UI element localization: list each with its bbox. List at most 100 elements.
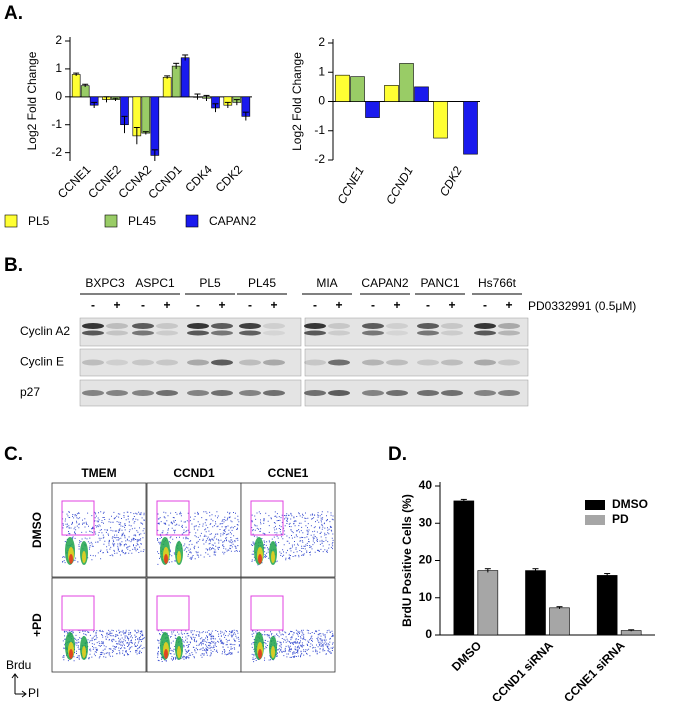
- treatment-sign: +: [393, 298, 400, 312]
- blot-band: [441, 390, 463, 396]
- blot-band: [211, 359, 233, 366]
- legend-swatch: [185, 214, 199, 228]
- flow-events: [251, 511, 334, 566]
- flow-gate: [250, 500, 284, 536]
- bar: [433, 101, 448, 139]
- bar: [463, 101, 478, 155]
- flow-frame: [51, 482, 147, 578]
- y-axis-label: Log2 Fold Change: [290, 52, 304, 151]
- x-tick-label: CDK2: [213, 162, 246, 195]
- y-tick-label: -1: [51, 117, 62, 131]
- blot-band: [441, 359, 463, 366]
- blot-band: [106, 390, 128, 396]
- blot-band: [441, 330, 463, 336]
- x-tick-label: CCND1: [145, 162, 184, 201]
- blot-band: [386, 359, 408, 366]
- flow-gate: [156, 595, 190, 631]
- blot-band: [132, 390, 154, 396]
- bar: [171, 65, 181, 98]
- flow-density: [177, 646, 181, 658]
- bar: [525, 570, 546, 636]
- flow-plot: [146, 482, 242, 578]
- blot-band: [498, 390, 520, 396]
- treatment-sign: -: [426, 298, 430, 312]
- bar: [384, 85, 399, 102]
- flow-density: [82, 551, 86, 563]
- blot-band: [132, 330, 154, 336]
- flow-density: [164, 649, 168, 659]
- blot-band: [187, 390, 209, 396]
- blot-band: [156, 359, 178, 366]
- x-tick-label: CDK2: [437, 164, 465, 199]
- flow-plot: [146, 577, 242, 673]
- blot-band: [156, 330, 178, 336]
- flow-gate: [250, 595, 284, 631]
- treatment-sign: +: [218, 298, 225, 312]
- legend-swatch: [104, 214, 118, 228]
- blot-band: [239, 323, 261, 329]
- cell-line-label: ASPC1: [135, 276, 175, 290]
- treatment-sign: +: [270, 298, 277, 312]
- flow-gate: [156, 500, 190, 536]
- blot-band: [304, 330, 326, 336]
- flow-y-axis-label: Brdu: [6, 658, 31, 672]
- x-tick-label: CDK4: [182, 162, 215, 195]
- treatment-sign: +: [113, 298, 120, 312]
- y-tick-label: 40: [419, 478, 433, 492]
- treatment-sign: -: [483, 298, 487, 312]
- blot-band: [211, 390, 233, 396]
- blot-band: [474, 390, 496, 396]
- flow-plot: [51, 577, 147, 673]
- treatment-sign: -: [248, 298, 252, 312]
- y-tick-label: 1: [55, 61, 62, 75]
- blot-band: [362, 359, 384, 366]
- blot-band: [328, 359, 350, 366]
- treatment-sign: +: [505, 298, 512, 312]
- flow-x-axis-label: PI: [28, 686, 39, 700]
- panel-label: D.: [388, 444, 407, 465]
- blot-band: [211, 323, 233, 329]
- bar: [335, 74, 350, 102]
- bar: [453, 500, 475, 636]
- legend-label: CAPAN2: [209, 214, 256, 228]
- blot-band: [187, 330, 209, 336]
- legend-label: PL45: [128, 214, 156, 228]
- blot-band: [328, 323, 350, 329]
- bar: [596, 575, 618, 636]
- cell-line-label: PANC1: [420, 276, 459, 290]
- blot-band: [106, 359, 128, 366]
- flow-row-label: +PD: [30, 613, 44, 637]
- blot-band: [362, 323, 384, 329]
- blot-band: [441, 323, 463, 329]
- y-tick-label: 2: [55, 33, 62, 47]
- blot-band: [82, 330, 104, 336]
- flow-frame: [146, 482, 242, 578]
- blot-band: [82, 359, 104, 366]
- y-tick-label: 20: [419, 553, 433, 567]
- blot-band: [386, 330, 408, 336]
- blot-band: [239, 390, 261, 396]
- bar: [350, 76, 365, 102]
- blot-band: [187, 323, 209, 329]
- cell-line-label: Hs766t: [478, 276, 517, 290]
- treatment-sign: -: [91, 298, 95, 312]
- y-tick-label: -2: [51, 145, 62, 159]
- y-tick-label: 2: [318, 35, 325, 49]
- bar: [180, 57, 190, 98]
- bar: [477, 570, 499, 636]
- blot-band: [239, 330, 261, 336]
- bar: [399, 63, 414, 102]
- flow-column-label: CCNE1: [268, 466, 309, 480]
- blot-band: [417, 330, 439, 336]
- flow-density: [69, 554, 73, 564]
- blot-band: [386, 390, 408, 396]
- blot-band: [106, 330, 128, 336]
- flow-gate: [61, 500, 95, 536]
- legend-label: PD: [612, 512, 629, 526]
- blot-row-label: Cyclin E: [20, 355, 64, 369]
- x-tick-label: DMSO: [449, 638, 484, 673]
- blot-band: [328, 390, 350, 396]
- panel-label: A.: [4, 3, 23, 24]
- x-tick-label: CCNE1: [334, 164, 366, 206]
